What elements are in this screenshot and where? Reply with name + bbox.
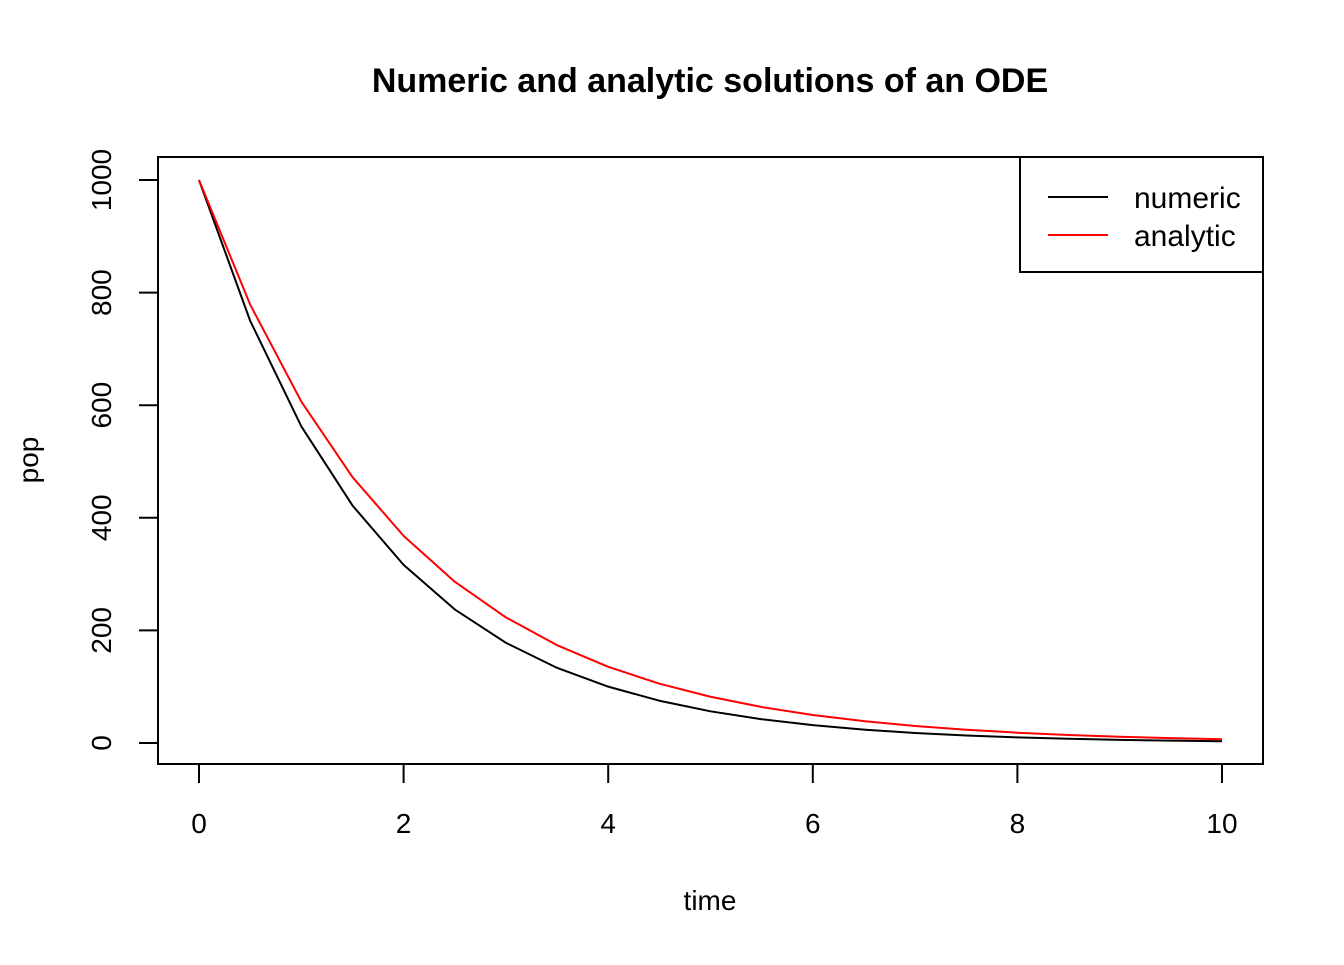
series-layer: [198, 179, 1223, 743]
y-axis-label: pop: [13, 437, 44, 484]
legend-label-analytic: analytic: [1134, 220, 1236, 253]
x-tick-label: 8: [1010, 808, 1026, 839]
series-line-numeric: [198, 179, 1223, 743]
x-tick-label: 4: [600, 808, 616, 839]
legend-box: [1019, 156, 1264, 273]
y-tick-label: 1000: [86, 149, 117, 211]
x-tick-label: 6: [805, 808, 821, 839]
x-axis: 0 2 4 6 8 10: [191, 763, 1238, 839]
chart-title: Numeric and analytic solutions of an ODE: [372, 62, 1048, 100]
y-axis: 0 200 400 600 800 1000: [86, 149, 159, 751]
y-tick-label: 600: [86, 382, 117, 429]
legend-label-numeric: numeric: [1134, 182, 1241, 215]
y-tick-label: 0: [86, 735, 117, 751]
y-tick-label: 400: [86, 494, 117, 541]
legend: numeric analytic: [1019, 156, 1264, 273]
x-axis-label: time: [684, 885, 737, 916]
x-tick-label: 0: [191, 808, 207, 839]
y-tick-label: 800: [86, 269, 117, 316]
series-line-analytic: [198, 179, 1223, 741]
y-tick-label: 200: [86, 607, 117, 654]
x-tick-label: 10: [1206, 808, 1237, 839]
x-tick-label: 2: [396, 808, 412, 839]
